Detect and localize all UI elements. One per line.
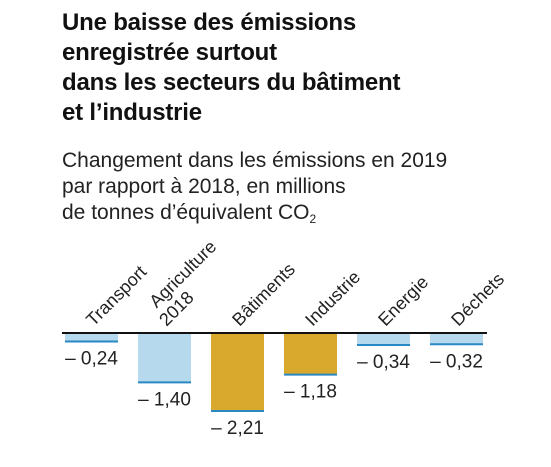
- bar-3: [284, 333, 337, 375]
- value-label-0: – 0,24: [65, 348, 118, 369]
- category-label-0: Transport: [82, 262, 150, 330]
- subtitle-line-3-text: de tonnes d’équivalent CO: [62, 201, 310, 224]
- title-line-1: Une baisse des émissions: [62, 9, 357, 36]
- category-label-3: Industrie: [301, 267, 364, 330]
- category-label-4-line-0: Energie: [374, 272, 432, 330]
- bar-2: [211, 333, 264, 411]
- chart-subtitle: Changement dans les émissions en 2019 pa…: [62, 148, 542, 232]
- subtitle-subscript: 2: [309, 212, 317, 226]
- value-label-3: – 1,18: [284, 382, 337, 403]
- category-label-4: Energie: [374, 272, 432, 330]
- category-label-5: Déchets: [447, 269, 508, 330]
- value-label-4: – 0,34: [357, 352, 410, 373]
- subtitle-line-2: par rapport à 2018, en millions: [62, 175, 346, 198]
- subtitle-line-1: Changement dans les émissions en 2019: [62, 149, 448, 172]
- title-line-3: dans les secteurs du bâtiment: [62, 69, 401, 96]
- category-label-5-line-0: Déchets: [447, 269, 508, 330]
- bar-0: [65, 333, 118, 342]
- chart-title: Une baisse des émissions enregistrée sur…: [62, 8, 542, 128]
- bar-1: [138, 333, 191, 383]
- category-label-2-line-0: Bâtiments: [228, 259, 299, 330]
- value-label-2: – 2,21: [211, 418, 264, 439]
- category-label-0-line-0: Transport: [82, 262, 150, 330]
- value-label-1: – 1,40: [138, 389, 191, 410]
- bar-5: [430, 333, 483, 345]
- value-label-5: – 0,32: [430, 351, 483, 372]
- category-label-2: Bâtiments: [228, 259, 299, 330]
- subtitle-line-3: de tonnes d’équivalent CO2: [62, 200, 542, 232]
- title-line-2: enregistrée surtout: [62, 39, 277, 66]
- title-line-4: et l’industrie: [62, 99, 202, 126]
- bar-4: [357, 333, 410, 345]
- category-label-3-line-0: Industrie: [301, 267, 364, 330]
